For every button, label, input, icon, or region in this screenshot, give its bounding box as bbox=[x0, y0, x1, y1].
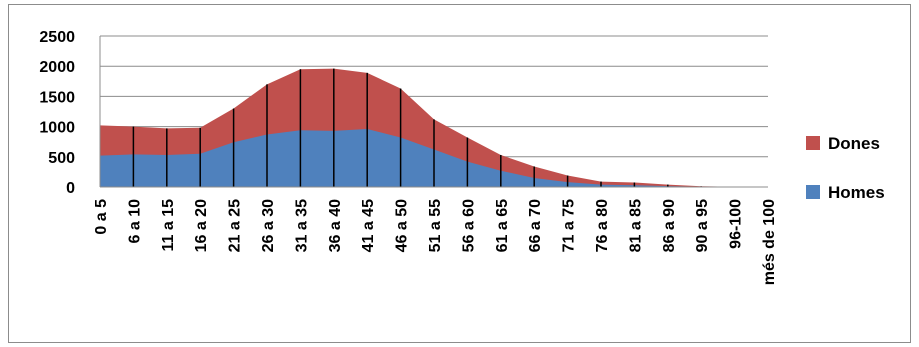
y-tick-label: 2000 bbox=[39, 59, 75, 76]
x-tick-label: 31 a 35 bbox=[293, 199, 310, 252]
x-tick-label: 46 a 50 bbox=[394, 199, 411, 252]
y-tick-label: 0 bbox=[66, 180, 75, 197]
x-tick-label: 51 a 55 bbox=[427, 199, 444, 252]
x-tick-label: 6 a 10 bbox=[126, 199, 143, 244]
x-tick-label: 56 a 60 bbox=[460, 199, 477, 252]
y-tick-label: 1000 bbox=[39, 120, 75, 137]
x-tick-label: 86 a 90 bbox=[661, 199, 678, 252]
legend-label-dones: Dones bbox=[828, 134, 880, 153]
legend-swatch-homes bbox=[806, 185, 820, 199]
legend-swatch-dones bbox=[806, 136, 820, 150]
y-tick-label: 1500 bbox=[39, 89, 75, 106]
legend-label-homes: Homes bbox=[828, 183, 885, 202]
y-tick-label: 2500 bbox=[39, 29, 75, 46]
x-tick-label: 41 a 45 bbox=[360, 199, 377, 252]
x-tick-label: 0 a 5 bbox=[93, 199, 110, 235]
x-tick-label: 21 a 25 bbox=[227, 199, 244, 252]
x-tick-label: 71 a 75 bbox=[561, 199, 578, 252]
x-tick-label: 36 a 40 bbox=[327, 199, 344, 252]
x-tick-label: més de 100 bbox=[761, 199, 778, 285]
x-tick-label: 11 a 15 bbox=[160, 199, 177, 252]
x-tick-label: 16 a 20 bbox=[193, 199, 210, 252]
x-tick-label: 26 a 30 bbox=[260, 199, 277, 252]
y-tick-label: 500 bbox=[48, 150, 75, 167]
x-tick-label: 90 a 95 bbox=[694, 199, 711, 252]
x-tick-label: 66 a 70 bbox=[527, 199, 544, 252]
x-tick-label: 76 a 80 bbox=[594, 199, 611, 252]
x-tick-label: 96-100 bbox=[728, 199, 745, 249]
x-tick-label: 81 a 85 bbox=[627, 199, 644, 252]
x-tick-label: 61 a 65 bbox=[494, 199, 511, 252]
